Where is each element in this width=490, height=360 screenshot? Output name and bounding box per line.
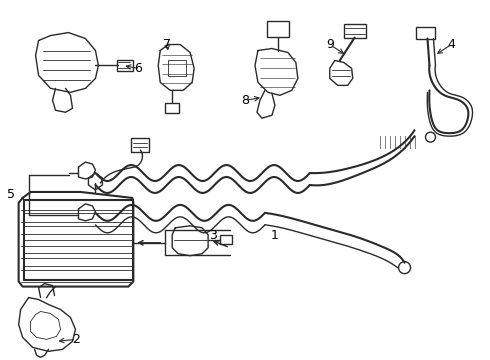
Bar — [118, 60, 133, 71]
Text: 3: 3 — [209, 229, 217, 242]
Text: 4: 4 — [447, 38, 455, 51]
Bar — [343, 24, 366, 37]
Text: 9: 9 — [326, 38, 334, 51]
Text: 7: 7 — [163, 38, 171, 51]
Bar — [220, 235, 232, 244]
Bar — [24, 200, 133, 280]
Bar — [416, 27, 436, 39]
Bar — [165, 103, 179, 113]
Bar — [267, 21, 289, 37]
Text: 2: 2 — [73, 333, 80, 346]
Bar — [131, 138, 149, 152]
Text: 8: 8 — [241, 94, 249, 107]
Text: 1: 1 — [271, 229, 279, 242]
Bar — [168, 60, 186, 76]
Text: 5: 5 — [7, 188, 15, 202]
Text: 6: 6 — [134, 62, 142, 75]
